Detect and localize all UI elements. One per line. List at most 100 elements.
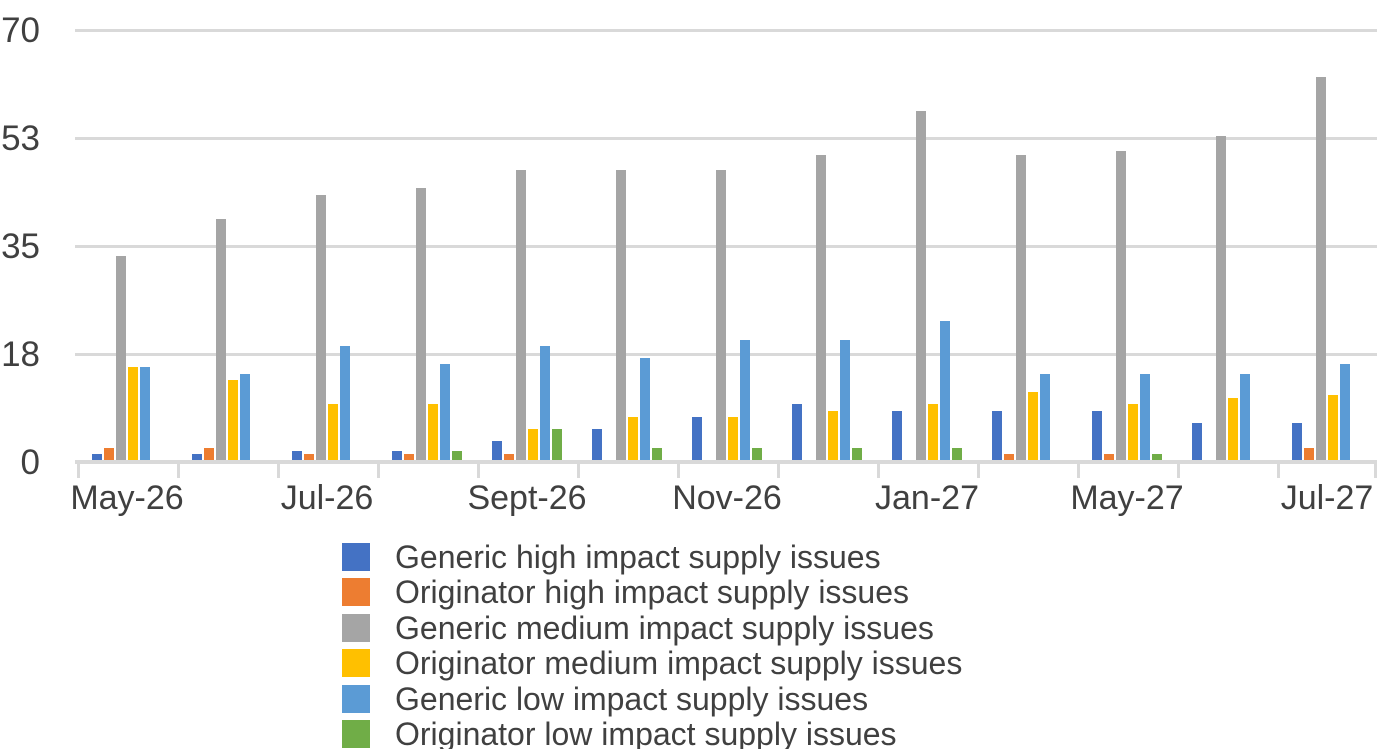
- legend-label: Originator low impact supply issues: [395, 716, 897, 749]
- bar-originator-low-impact-supply-issues-g7: [752, 448, 762, 460]
- gridline: [75, 137, 1377, 140]
- y-axis-tick-label: 70: [1, 11, 40, 50]
- bar-generic-low-impact-supply-issues-g1: [140, 367, 150, 460]
- bar-generic-low-impact-supply-issues-g6: [640, 358, 650, 460]
- bar-generic-low-impact-supply-issues-g3: [340, 346, 350, 460]
- bar-generic-high-impact-supply-issues-g5: [492, 441, 502, 460]
- bar-generic-high-impact-supply-issues-g9: [892, 411, 902, 460]
- bar-generic-low-impact-supply-issues-g4: [440, 364, 450, 460]
- legend-item-generic-high-impact-supply-issues: Generic high impact supply issues: [342, 539, 881, 574]
- bar-generic-high-impact-supply-issues-g4: [392, 451, 402, 460]
- bar-originator-low-impact-supply-issues-g6: [652, 448, 662, 460]
- bar-group-5: [477, 30, 577, 460]
- x-axis-tick: [777, 464, 780, 478]
- gridline: [75, 245, 1377, 248]
- bar-generic-medium-impact-supply-issues-g10: [1016, 155, 1026, 460]
- x-axis-tick: [177, 464, 180, 478]
- bar-group-2: [177, 30, 277, 460]
- bar-originator-medium-impact-supply-issues-g4: [428, 404, 438, 460]
- bar-generic-high-impact-supply-issues-g7: [692, 417, 702, 460]
- gridline: [75, 353, 1377, 356]
- legend-label: Generic high impact supply issues: [395, 538, 881, 575]
- bar-generic-medium-impact-supply-issues-g4: [416, 188, 426, 460]
- bar-group-3: [277, 30, 377, 460]
- x-axis-tick: [477, 464, 480, 478]
- bar-generic-low-impact-supply-issues-g10: [1040, 374, 1050, 460]
- bar-originator-medium-impact-supply-issues-g1: [128, 367, 138, 460]
- bar-generic-high-impact-supply-issues-g3: [292, 451, 302, 460]
- legend-item-generic-low-impact-supply-issues: Generic low impact supply issues: [342, 681, 868, 716]
- x-axis-tick: [677, 464, 680, 478]
- legend-item-generic-medium-impact-supply-issues: Generic medium impact supply issues: [342, 610, 934, 645]
- bar-originator-medium-impact-supply-issues-g9: [928, 404, 938, 460]
- bar-group-10: [977, 30, 1077, 460]
- bar-generic-high-impact-supply-issues-g13: [1292, 423, 1302, 460]
- bar-generic-high-impact-supply-issues-g8: [792, 404, 802, 460]
- bar-originator-medium-impact-supply-issues-g7: [728, 417, 738, 460]
- bar-originator-high-impact-supply-issues-g13: [1304, 448, 1314, 460]
- x-axis-line: [75, 460, 1377, 464]
- legend-label: Generic medium impact supply issues: [395, 609, 934, 646]
- bar-originator-medium-impact-supply-issues-g6: [628, 417, 638, 460]
- x-axis-label: May-26: [70, 479, 184, 517]
- bar-originator-high-impact-supply-issues-g2: [204, 448, 214, 460]
- bar-generic-medium-impact-supply-issues-g3: [316, 195, 326, 460]
- bar-group-4: [377, 30, 477, 460]
- bar-originator-low-impact-supply-issues-g11: [1152, 454, 1162, 460]
- bar-generic-medium-impact-supply-issues-g13: [1316, 77, 1326, 460]
- bar-generic-medium-impact-supply-issues-g11: [1116, 151, 1126, 460]
- bar-generic-low-impact-supply-issues-g11: [1140, 374, 1150, 460]
- bar-generic-high-impact-supply-issues-g12: [1192, 423, 1202, 460]
- x-axis-label: Sept-26: [467, 479, 587, 517]
- legend-label: Originator high impact supply issues: [395, 574, 910, 610]
- bar-generic-low-impact-supply-issues-g12: [1240, 374, 1250, 460]
- legend-swatch-generic-high-impact-supply-issues: [342, 542, 370, 571]
- legend-label: Generic low impact supply issues: [395, 680, 869, 717]
- legend-item-originator-medium-impact-supply-issues: Originator medium impact supply issues: [342, 646, 962, 681]
- bar-generic-medium-impact-supply-issues-g5: [516, 170, 526, 460]
- legend-swatch-generic-low-impact-supply-issues: [342, 684, 370, 713]
- bar-group-13: [1277, 30, 1377, 460]
- bar-generic-high-impact-supply-issues-g6: [592, 429, 602, 460]
- legend-swatch-originator-low-impact-supply-issues: [342, 720, 370, 748]
- bar-group-8: [777, 30, 877, 460]
- bar-originator-medium-impact-supply-issues-g8: [828, 411, 838, 460]
- x-axis-tick: [1374, 464, 1377, 478]
- bar-generic-high-impact-supply-issues-g2: [192, 454, 202, 460]
- bar-generic-medium-impact-supply-issues-g1: [116, 256, 126, 460]
- y-axis-tick-label: 0: [20, 443, 40, 482]
- bar-group-9: [877, 30, 977, 460]
- bar-generic-low-impact-supply-issues-g7: [740, 340, 750, 460]
- bar-group-1: [77, 30, 177, 460]
- bar-group-7: [677, 30, 777, 460]
- bar-originator-low-impact-supply-issues-g5: [552, 429, 562, 460]
- bar-generic-low-impact-supply-issues-g9: [940, 321, 950, 460]
- bar-generic-high-impact-supply-issues-g11: [1092, 411, 1102, 460]
- bar-generic-high-impact-supply-issues-g10: [992, 411, 1002, 460]
- bar-originator-high-impact-supply-issues-g10: [1004, 454, 1014, 460]
- x-axis-label: Jan-27: [875, 479, 979, 517]
- legend-swatch-originator-high-impact-supply-issues: [342, 578, 370, 606]
- bar-originator-high-impact-supply-issues-g11: [1104, 454, 1114, 460]
- x-axis-label: Jul-27: [1280, 479, 1374, 517]
- x-axis-tick: [377, 464, 380, 478]
- bar-generic-high-impact-supply-issues-g1: [92, 454, 102, 460]
- y-axis-tick-label: 53: [1, 119, 40, 158]
- x-axis-tick: [277, 464, 280, 478]
- x-axis-tick: [77, 464, 80, 478]
- bar-originator-low-impact-supply-issues-g9: [952, 448, 962, 460]
- legend-swatch-originator-medium-impact-supply-issues: [342, 649, 370, 677]
- bar-generic-medium-impact-supply-issues-g6: [616, 170, 626, 460]
- x-axis-tick: [977, 464, 980, 478]
- x-axis-tick: [877, 464, 880, 478]
- x-axis-tick: [1177, 464, 1180, 478]
- bar-originator-high-impact-supply-issues-g5: [504, 454, 514, 460]
- x-axis-tick: [1077, 464, 1080, 478]
- legend-item-originator-high-impact-supply-issues: Originator high impact supply issues: [342, 575, 909, 610]
- bar-generic-low-impact-supply-issues-g2: [240, 374, 250, 460]
- bar-originator-medium-impact-supply-issues-g3: [328, 404, 338, 460]
- bar-originator-low-impact-supply-issues-g4: [452, 451, 462, 460]
- bar-generic-low-impact-supply-issues-g13: [1340, 364, 1350, 460]
- bar-originator-medium-impact-supply-issues-g12: [1228, 398, 1238, 460]
